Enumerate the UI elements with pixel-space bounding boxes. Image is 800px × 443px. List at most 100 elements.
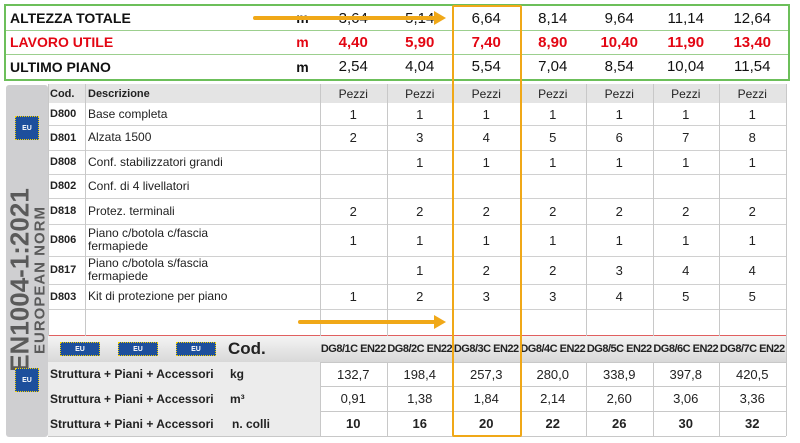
part-desc: Base completa [88,106,168,121]
part-code: D800 [50,108,77,120]
header-bg [48,84,786,103]
part-code: D806 [50,234,77,246]
empty-row-line [48,335,786,336]
kit-value: 280,0 [536,366,570,382]
eu-badge: EU [118,342,158,356]
value: 8,54 [604,58,634,75]
kit-unit: kg [230,367,245,381]
label-bg [48,386,320,411]
eu-badge: EU [15,116,39,140]
quantity: 8 [748,130,756,145]
quantity: 2 [615,203,623,219]
col-line [320,84,321,436]
header-desc: Descrizione [88,87,150,100]
row-unit: m [296,58,309,75]
quantity: 1 [482,232,490,248]
part-code: D817 [50,264,77,276]
part-code: D818 [50,205,77,217]
quantity: 2 [549,203,557,219]
quantity: 1 [549,154,557,170]
value: 4,04 [405,58,435,75]
arrow-head [434,315,446,329]
quantity: 5 [682,289,690,304]
value: 5,90 [405,33,435,51]
value: 10,40 [600,33,639,51]
quantity: 4 [748,262,756,278]
kit-value: 1,84 [473,391,499,406]
value: 11,14 [667,9,704,27]
header-col: Pezzi [737,86,767,101]
quantity: 1 [416,262,424,278]
quantity: 1 [549,232,557,248]
row-line [48,309,786,310]
quantity: 1 [748,232,756,248]
row-line [48,224,786,225]
quantity: 2 [482,203,490,219]
eu-badge: EU [15,368,39,392]
part-desc: Conf. di 4 livellatori [88,178,190,193]
value: 5,54 [471,58,501,75]
kit-label: Struttura + Piani + Accessori [50,367,214,381]
part-code: D801 [50,131,77,144]
row-label: ULTIMO PIANO [10,58,111,75]
kit-code: DG8/5C EN22 [586,343,652,355]
kit-code: DG8/4C EN22 [520,343,586,355]
quantity: 1 [615,232,623,248]
kit-value: 3,06 [673,391,699,406]
kit-unit: m³ [230,391,245,406]
quantity: 2 [549,262,557,278]
header-col: Pezzi [671,86,701,101]
quantity: 1 [748,154,756,170]
part-desc: Protez. terminali [88,203,175,218]
value: 4,40 [338,33,368,51]
eu-badge: EU [60,342,100,356]
row-line [48,125,786,126]
quantity: 4 [482,130,490,145]
part-code: D802 [50,180,77,192]
kit-value: 22 [545,416,560,431]
row-line [48,362,786,363]
quantity: 7 [682,130,690,145]
quantity: 1 [615,106,623,122]
quantity: 1 [349,106,357,122]
kit-value: 30 [678,416,693,431]
value: 13,40 [733,33,772,51]
part-desc: Piano c/botola c/fascia fermapiede [88,226,209,253]
quantity: 1 [482,154,490,170]
row-divider [4,30,790,31]
quantity: 2 [349,203,357,219]
eu-badge: EU [176,342,216,356]
value: 2,54 [338,58,368,75]
part-desc: Alzata 1500 [88,130,152,144]
col-line [652,84,654,436]
kit-value: 3,36 [739,391,765,406]
part-desc: Kit di protezione per piano [88,289,228,303]
kit-value: 26 [612,416,627,431]
quantity: 5 [748,289,756,304]
value: 6,64 [471,9,501,27]
quantity: 5 [549,130,557,145]
kit-label: Struttura + Piani + Accessori [50,391,214,406]
col-line [48,84,49,336]
quantity: 1 [682,106,690,122]
quantity: 1 [482,106,490,122]
header-col: Pezzi [471,86,501,101]
quantity: 2 [482,262,490,278]
kit-value: 20 [479,416,494,431]
quantity: 6 [615,130,623,145]
kit-value: 0,91 [340,391,366,406]
quantity: 1 [349,289,357,304]
part-desc: Piano c/botola s/fascia fermapiede [88,256,209,283]
kit-value: 198,4 [403,366,437,382]
quantity: 3 [615,262,623,278]
kit-code-header: Cod. [228,339,266,358]
value: 8,90 [538,33,568,51]
kit-value: 2,14 [540,391,566,406]
quantity: 1 [416,232,424,248]
quantity: 1 [682,232,690,248]
kit-value: 257,3 [469,366,503,382]
kit-code: DG8/6C EN22 [653,343,719,355]
highlight [452,5,522,437]
kit-code: DG8/2C EN22 [387,343,453,355]
